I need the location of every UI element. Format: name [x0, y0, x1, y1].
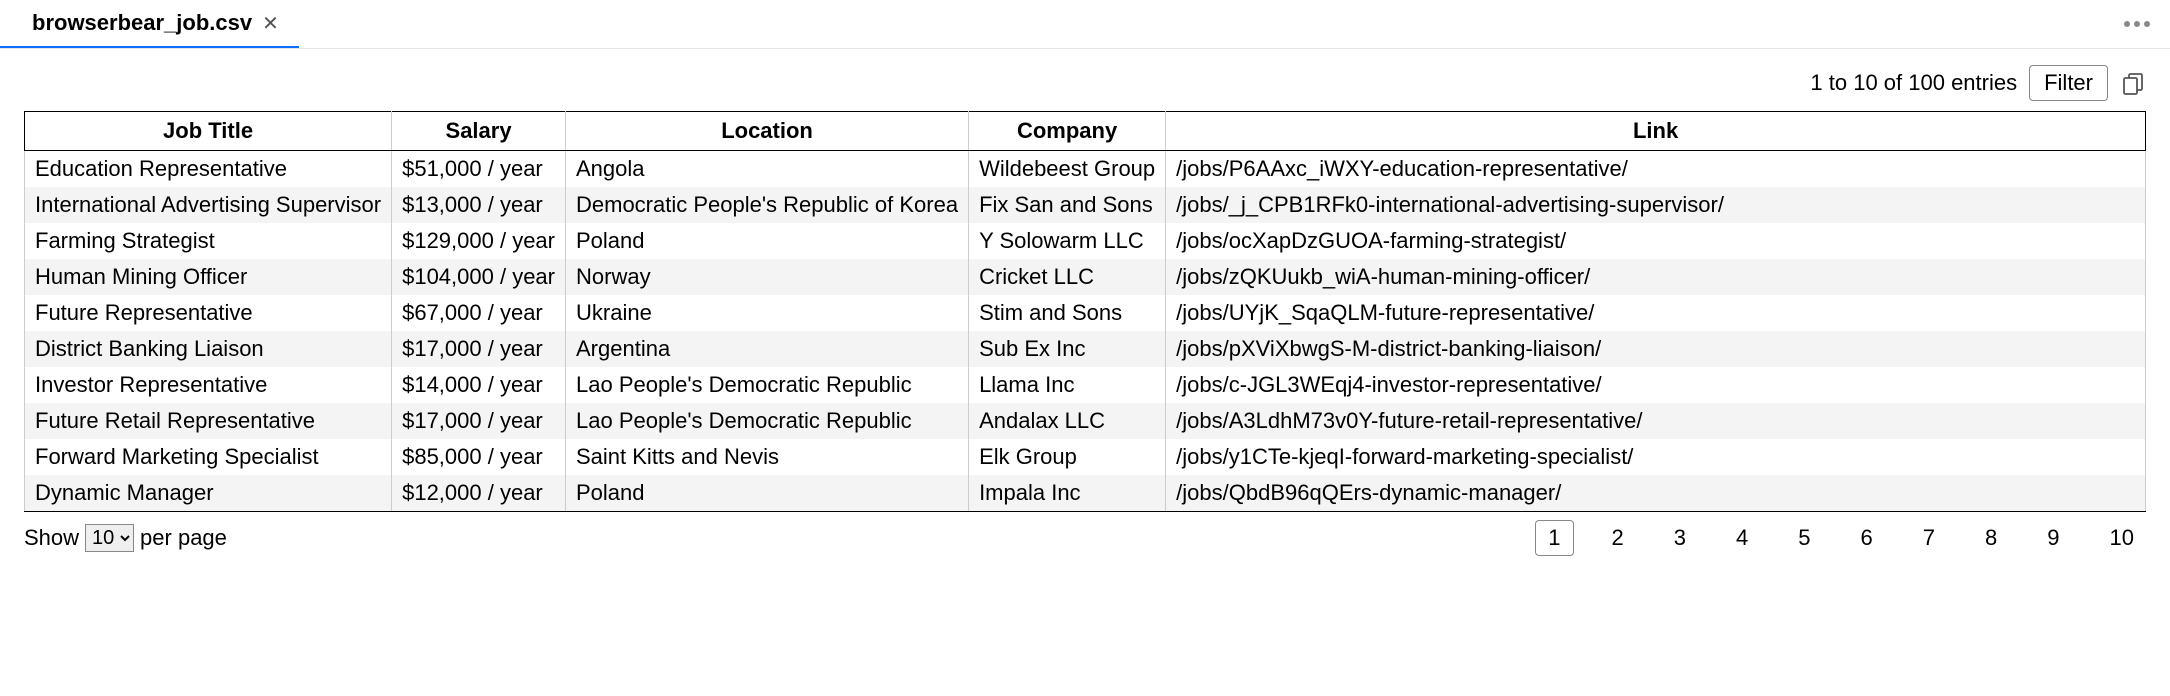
- table-cell: Fix San and Sons: [969, 187, 1166, 223]
- page-number-7[interactable]: 7: [1911, 521, 1947, 555]
- table-cell: /jobs/_j_CPB1RFk0-international-advertis…: [1166, 187, 2146, 223]
- col-location[interactable]: Location: [566, 112, 969, 151]
- table-cell: /jobs/A3LdhM73v0Y-future-retail-represen…: [1166, 403, 2146, 439]
- per-page-label: per page: [140, 525, 227, 551]
- tab-bar: browserbear_job.csv ✕: [0, 0, 2170, 49]
- toolbar: 1 to 10 of 100 entries Filter: [24, 65, 2146, 111]
- table-cell: /jobs/zQKUukb_wiA-human-mining-officer/: [1166, 259, 2146, 295]
- table-cell: $17,000 / year: [392, 403, 566, 439]
- table-cell: Human Mining Officer: [25, 259, 392, 295]
- table-cell: $67,000 / year: [392, 295, 566, 331]
- tab-active[interactable]: browserbear_job.csv ✕: [0, 0, 299, 48]
- table-cell: Impala Inc: [969, 475, 1166, 512]
- table-cell: $13,000 / year: [392, 187, 566, 223]
- page-number-2[interactable]: 2: [1600, 521, 1636, 555]
- table-row[interactable]: International Advertising Supervisor$13,…: [25, 187, 2146, 223]
- data-table: Job Title Salary Location Company Link E…: [24, 111, 2146, 512]
- table-cell: Democratic People's Republic of Korea: [566, 187, 969, 223]
- page-number-5[interactable]: 5: [1786, 521, 1822, 555]
- table-cell: Y Solowarm LLC: [969, 223, 1166, 259]
- table-cell: Forward Marketing Specialist: [25, 439, 392, 475]
- entries-count-text: 1 to 10 of 100 entries: [1810, 70, 2017, 96]
- pagination: 123456789 10: [1535, 520, 2146, 556]
- table-row[interactable]: Dynamic Manager$12,000 / yearPolandImpal…: [25, 475, 2146, 512]
- show-label: Show: [24, 525, 79, 551]
- table-cell: District Banking Liaison: [25, 331, 392, 367]
- page-number-3[interactable]: 3: [1662, 521, 1698, 555]
- table-cell: Norway: [566, 259, 969, 295]
- table-header-row: Job Title Salary Location Company Link: [25, 112, 2146, 151]
- more-icon[interactable]: [2124, 21, 2150, 27]
- table-cell: $51,000 / year: [392, 151, 566, 188]
- col-link[interactable]: Link: [1166, 112, 2146, 151]
- tab-title: browserbear_job.csv: [32, 10, 252, 36]
- table-cell: $85,000 / year: [392, 439, 566, 475]
- page-number-10[interactable]: 10: [2098, 521, 2146, 555]
- table-cell: Sub Ex Inc: [969, 331, 1166, 367]
- table-row[interactable]: Human Mining Officer$104,000 / yearNorwa…: [25, 259, 2146, 295]
- table-cell: $17,000 / year: [392, 331, 566, 367]
- page-number-9[interactable]: 9: [2035, 521, 2071, 555]
- table-row[interactable]: Future Representative$67,000 / yearUkrai…: [25, 295, 2146, 331]
- table-cell: /jobs/pXViXbwgS-M-district-banking-liais…: [1166, 331, 2146, 367]
- table-cell: Dynamic Manager: [25, 475, 392, 512]
- page-number-8[interactable]: 8: [1973, 521, 2009, 555]
- page-number-1[interactable]: 1: [1535, 520, 1573, 556]
- table-cell: Elk Group: [969, 439, 1166, 475]
- table-cell: Cricket LLC: [969, 259, 1166, 295]
- table-cell: Future Representative: [25, 295, 392, 331]
- col-salary[interactable]: Salary: [392, 112, 566, 151]
- table-footer: Show 10 per page 123456789 10: [24, 512, 2146, 556]
- page-number-6[interactable]: 6: [1849, 521, 1885, 555]
- table-row[interactable]: Forward Marketing Specialist$85,000 / ye…: [25, 439, 2146, 475]
- table-cell: Poland: [566, 475, 969, 512]
- page-size-select[interactable]: 10: [85, 524, 134, 552]
- table-cell: Andalax LLC: [969, 403, 1166, 439]
- table-cell: Poland: [566, 223, 969, 259]
- table-cell: $14,000 / year: [392, 367, 566, 403]
- table-cell: Education Representative: [25, 151, 392, 188]
- table-cell: Stim and Sons: [969, 295, 1166, 331]
- table-cell: Future Retail Representative: [25, 403, 392, 439]
- table-cell: Argentina: [566, 331, 969, 367]
- table-cell: Lao People's Democratic Republic: [566, 367, 969, 403]
- table-row[interactable]: District Banking Liaison$17,000 / yearAr…: [25, 331, 2146, 367]
- table-cell: Angola: [566, 151, 969, 188]
- table-cell: $12,000 / year: [392, 475, 566, 512]
- copy-icon[interactable]: [2120, 70, 2146, 96]
- page-number-4[interactable]: 4: [1724, 521, 1760, 555]
- table-cell: /jobs/UYjK_SqaQLM-future-representative/: [1166, 295, 2146, 331]
- table-cell: $129,000 / year: [392, 223, 566, 259]
- table-cell: /jobs/QbdB96qQErs-dynamic-manager/: [1166, 475, 2146, 512]
- table-row[interactable]: Education Representative$51,000 / yearAn…: [25, 151, 2146, 188]
- table-row[interactable]: Future Retail Representative$17,000 / ye…: [25, 403, 2146, 439]
- col-company[interactable]: Company: [969, 112, 1166, 151]
- table-cell: /jobs/P6AAxc_iWXY-education-representati…: [1166, 151, 2146, 188]
- close-icon[interactable]: ✕: [262, 11, 279, 36]
- table-cell: Wildebeest Group: [969, 151, 1166, 188]
- table-cell: /jobs/c-JGL3WEqj4-investor-representativ…: [1166, 367, 2146, 403]
- table-row[interactable]: Investor Representative$14,000 / yearLao…: [25, 367, 2146, 403]
- table-row[interactable]: Farming Strategist$129,000 / yearPolandY…: [25, 223, 2146, 259]
- table-cell: Ukraine: [566, 295, 969, 331]
- filter-button[interactable]: Filter: [2029, 65, 2108, 101]
- table-cell: Farming Strategist: [25, 223, 392, 259]
- table-cell: /jobs/ocXapDzGUOA-farming-strategist/: [1166, 223, 2146, 259]
- table-cell: $104,000 / year: [392, 259, 566, 295]
- table-cell: Saint Kitts and Nevis: [566, 439, 969, 475]
- table-cell: /jobs/y1CTe-kjeqI-forward-marketing-spec…: [1166, 439, 2146, 475]
- col-job-title[interactable]: Job Title: [25, 112, 392, 151]
- table-cell: Investor Representative: [25, 367, 392, 403]
- table-cell: Llama Inc: [969, 367, 1166, 403]
- table-cell: Lao People's Democratic Republic: [566, 403, 969, 439]
- table-cell: International Advertising Supervisor: [25, 187, 392, 223]
